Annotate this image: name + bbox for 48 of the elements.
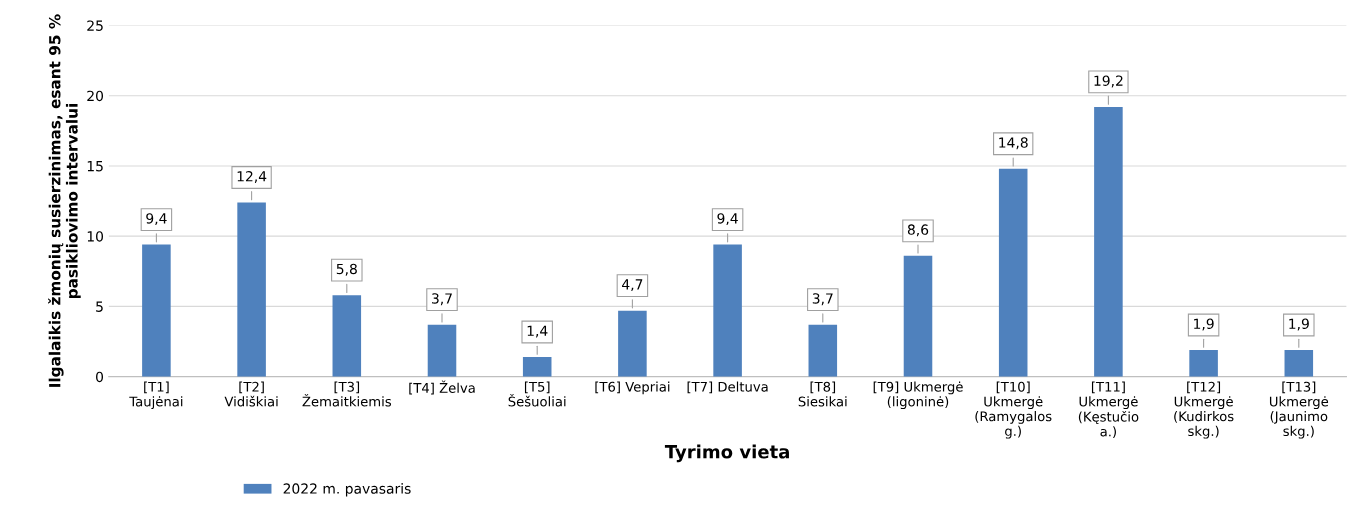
data-label: 5,8 — [336, 263, 357, 276]
bar — [237, 202, 266, 377]
data-label: 12,4 — [237, 170, 267, 183]
bar — [1189, 349, 1218, 377]
x-tick-label: [T5] Šešuoliai — [508, 381, 566, 407]
data-label: 1,4 — [527, 325, 548, 338]
bar — [998, 168, 1028, 377]
x-tick-label: [T1] Taujėnai — [129, 381, 183, 410]
x-tick-label: [T11] Ukmergė (Kęstučio a.) — [1078, 381, 1139, 438]
data-label: 9,4 — [717, 213, 738, 226]
bar — [427, 324, 457, 377]
y-tick-label: 15 — [87, 161, 103, 172]
y-axis-title: Ilgalaikis žmonių susierzinimas, esant 95 % pasikliovimo intervalui — [48, 14, 81, 387]
data-label: 4,7 — [622, 279, 643, 292]
y-tick-label: 25 — [87, 20, 103, 31]
data-label: 19,2 — [1094, 75, 1123, 88]
bar — [522, 356, 552, 377]
bar — [1284, 349, 1314, 377]
x-tick-label: [T10] Ukmergė (Ramygalos g.) — [975, 381, 1052, 439]
bar — [808, 324, 838, 377]
data-label: 8,6 — [907, 224, 929, 237]
y-tick-label: 0 — [96, 371, 104, 383]
x-tick-label: [T6] Vepriai — [595, 381, 670, 395]
data-label: 3,7 — [812, 293, 833, 306]
x-tick-label: [T3] Žemaitkiemis — [302, 381, 392, 407]
bar — [332, 295, 362, 377]
bar — [713, 244, 742, 377]
data-label: 1,9 — [1194, 318, 1214, 331]
bar — [1094, 106, 1123, 377]
y-tick-label: 5 — [96, 301, 103, 312]
data-label: 9,4 — [146, 213, 167, 226]
x-tick-label: [T13] Ukmergė (Jaunimo skg.) — [1269, 381, 1329, 439]
x-tick-label: [T2] Vidiškiai — [224, 381, 278, 407]
x-tick-label: [T4] Želva — [409, 380, 475, 395]
x-tick-label: [T9] Ukmergė (ligoninė) — [873, 381, 963, 410]
data-label: 1,9 — [1289, 318, 1309, 331]
bar — [618, 310, 647, 377]
x-tick-label: [T12] Ukmergė (Kudirkos skg.) — [1174, 381, 1234, 439]
bar — [903, 255, 933, 377]
x-axis-title: Tyrimo vieta — [664, 444, 789, 463]
data-label: 14,8 — [999, 137, 1028, 150]
data-label: 3,7 — [432, 293, 452, 306]
legend-label: 2022 m. pavasaris — [283, 483, 411, 497]
x-tick-label: [T7] Deltuva — [687, 381, 768, 394]
x-tick-label: [T8] Siesikai — [798, 381, 847, 407]
y-tick-label: 10 — [87, 231, 104, 242]
bar — [142, 244, 171, 377]
y-tick-label: 20 — [87, 90, 104, 102]
